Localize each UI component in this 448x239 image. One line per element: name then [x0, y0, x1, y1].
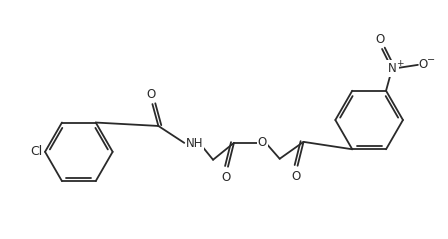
Text: +: + — [396, 59, 404, 68]
Text: O: O — [258, 136, 267, 149]
Text: O: O — [419, 58, 428, 71]
Text: O: O — [291, 170, 300, 183]
Text: NH: NH — [186, 137, 204, 150]
Text: −: − — [427, 55, 435, 65]
Text: Cl: Cl — [30, 145, 42, 158]
Text: N: N — [388, 62, 396, 75]
Text: O: O — [221, 171, 231, 184]
Text: O: O — [147, 88, 156, 101]
Text: O: O — [375, 33, 385, 46]
